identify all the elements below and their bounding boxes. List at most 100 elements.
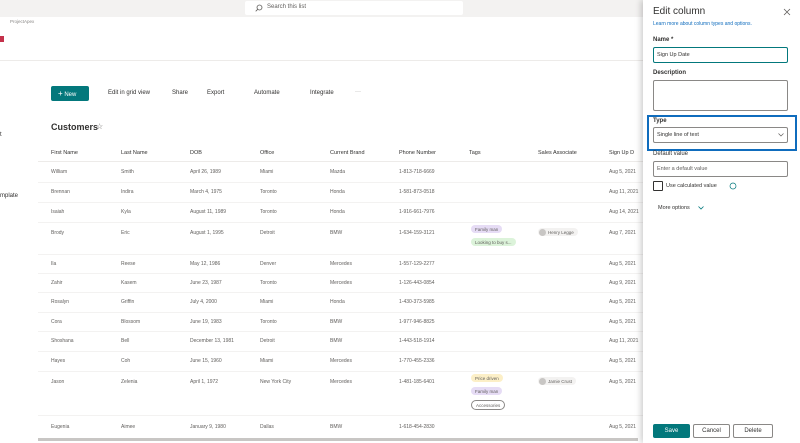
tag-chip: Looking to buy s... [471,238,516,246]
cell: Coh [121,358,131,364]
learn-link[interactable]: Learn more about column types and option… [653,21,752,27]
column-header[interactable]: Tags [469,150,481,156]
cell: BMW [330,230,343,236]
cell: 1-443-518-1914 [399,338,435,344]
cell: Jason [51,379,65,385]
cell: Mercedes [330,358,352,364]
cell: BMW [330,318,343,325]
nav-item[interactable]: mplate [0,193,19,199]
cell: January 9, 1980 [190,424,226,430]
cell: Mercedes [330,279,352,286]
cell: 1-813-718-6669 [399,169,435,175]
cell: April 26, 1989 [190,169,221,175]
toolbar-item[interactable]: Export [207,90,225,96]
row-border [38,312,643,313]
toolbar-item[interactable]: Share [172,90,189,96]
column-header[interactable]: Sales Associate [538,150,577,156]
toolbar-item[interactable]: Integrate [310,90,334,96]
toolbar-more[interactable]: ··· [355,89,361,95]
row-border [38,222,643,223]
chevron [778,133,784,137]
panel-title: Edit column [653,6,706,17]
cell: Isaiah [51,209,65,215]
cell: Indira [121,189,134,195]
cell: Aug 14, 2021 [609,209,639,215]
cell: 1-126-443-0854 [399,279,435,286]
delete-button[interactable]: Delete [733,424,773,438]
cell: Aug 5, 2021 [609,424,636,430]
calculated-checkbox[interactable] [653,181,663,191]
cell: Mazda [330,169,346,175]
close-icon[interactable] [783,8,791,16]
avatar [539,229,546,236]
row-border [38,254,643,255]
cell: 1-557-129-2277 [399,260,435,267]
cell: Aug 11, 2021 [609,189,639,195]
name-label: Name * [653,37,674,43]
cell: Aug 7, 2021 [609,230,636,236]
cell: Honda [330,209,345,215]
info-icon[interactable] [729,182,737,190]
column-header[interactable]: Sign Up D [609,150,635,156]
toolbar-item[interactable]: Edit in grid view [108,90,151,96]
column-header[interactable]: Office [260,150,275,156]
cancel-button[interactable]: Cancel [693,424,730,438]
row-border [38,273,643,274]
new-button[interactable]: + New [51,86,89,101]
more-options[interactable]: More options [658,205,690,211]
cell: Miami [260,299,274,305]
cell: Toronto [260,189,277,195]
avatar [539,378,546,385]
cell: Brennan [51,189,70,195]
tag-chip: Price driven [471,374,503,382]
cell: 1-430-373-5985 [399,299,435,305]
cell: July 4, 2000 [190,299,217,305]
cell: Aug 5, 2021 [609,169,636,175]
column-header[interactable]: Last Name [121,150,148,156]
cell: Rosalyn [51,299,70,305]
new-label: New [64,92,77,98]
cell: BMW [330,424,343,430]
description-input[interactable] [653,80,788,111]
cell: August 1, 1995 [190,230,224,236]
cell: Aug 5, 2021 [609,318,636,325]
search-box[interactable]: Search this list [245,1,463,15]
column-header[interactable]: First Name [51,150,78,156]
cell: May 12, 1986 [190,260,221,267]
row-border [38,331,643,332]
row-border [38,371,643,372]
cell: Dallas [260,424,274,430]
cell: Eric [121,230,130,236]
name-input[interactable]: Sign Up Date [653,47,788,63]
cell: BMW [330,338,343,344]
cell: December 13, 1981 [190,338,234,344]
favorite-star[interactable]: ☆ [96,122,104,131]
column-header[interactable]: Current Brand [330,150,365,156]
tag-chip: Accessories [471,400,506,410]
toolbar-item[interactable]: Automate [254,90,280,96]
row-border [38,415,643,416]
cell: April 1, 1972 [190,379,219,385]
cell: Toronto [260,279,277,286]
default-input[interactable]: Enter a default value [653,161,788,177]
nav-item[interactable]: t [0,132,2,138]
cell: Ila [51,260,57,267]
site-name: ProjectApex [10,19,35,24]
associate-chip: Henry Legge [538,228,578,236]
tag-chip: Family man [471,387,503,395]
save-button[interactable]: Save [653,424,690,438]
site-logo [0,36,4,42]
cell: Eugenia [51,424,70,430]
cell: Aug 5, 2021 [609,299,636,305]
cell: Detroit [260,230,275,236]
column-header[interactable]: Phone Number [399,150,436,156]
cell: 1-634-159-3121 [399,230,435,236]
row-border [38,292,643,293]
column-header[interactable]: DOB [190,150,202,156]
type-select[interactable]: Single line of text [653,127,788,143]
cell: Aimee [121,424,136,430]
list-table: First Name Last Name DOB Office Current Bran… [38,150,643,430]
cell: Brody [51,230,65,236]
cell: Aug 9, 2021 [609,279,636,286]
